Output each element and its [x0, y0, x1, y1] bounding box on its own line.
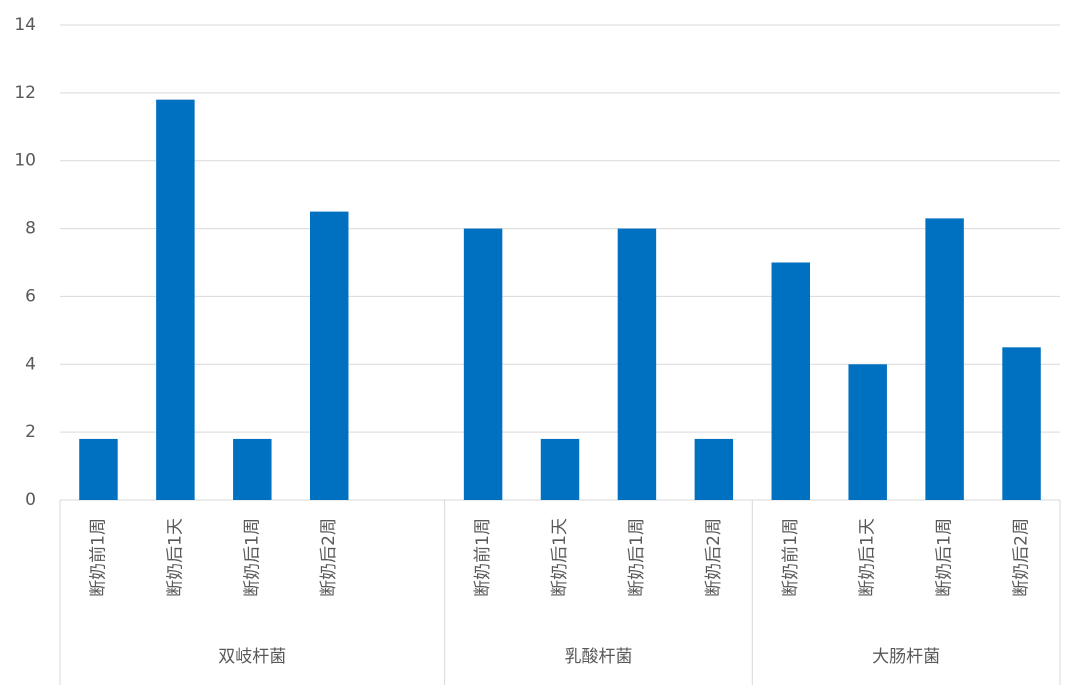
- group-label: 大肠杆菌: [872, 647, 940, 667]
- x-tick-label: 断奶后1周: [935, 518, 955, 597]
- y-tick-label: 0: [25, 490, 36, 510]
- bar: [79, 438, 118, 500]
- bar: [463, 228, 503, 501]
- group-label: 乳酸杆菌: [564, 647, 632, 667]
- bar: [694, 438, 734, 500]
- y-tick-label: 10: [14, 151, 36, 171]
- bar: [771, 262, 810, 500]
- x-tick-label: 断奶后2周: [319, 518, 339, 597]
- bar: [848, 364, 887, 500]
- x-tick-label: 断奶前1周: [473, 518, 493, 597]
- x-tick-label: 断奶后2周: [704, 518, 724, 597]
- x-tick-label: 断奶后2周: [1012, 518, 1032, 597]
- x-tick-label: 断奶后1天: [550, 518, 570, 597]
- bar: [1002, 347, 1041, 500]
- x-tick-label: 断奶后1周: [242, 518, 262, 597]
- bar: [156, 99, 195, 501]
- bar: [617, 228, 657, 501]
- bar: [233, 438, 272, 500]
- y-tick-label: 6: [25, 286, 36, 306]
- y-tick-label: 2: [25, 422, 36, 442]
- bar: [925, 218, 964, 500]
- bar: [540, 438, 580, 500]
- y-tick-label: 8: [25, 219, 36, 239]
- x-tick-label: 断奶后1天: [858, 518, 878, 597]
- x-tick-label: 断奶后1天: [165, 518, 185, 597]
- x-tick-label: 断奶前1周: [88, 518, 108, 597]
- group-label: 双岐杆菌: [218, 647, 286, 667]
- x-tick-label: 断奶后1周: [627, 518, 647, 597]
- bar: [310, 211, 349, 500]
- y-tick-label: 12: [14, 83, 36, 103]
- y-tick-label: 14: [14, 15, 36, 35]
- x-tick-label: 断奶前1周: [781, 518, 801, 597]
- y-tick-label: 4: [25, 354, 36, 374]
